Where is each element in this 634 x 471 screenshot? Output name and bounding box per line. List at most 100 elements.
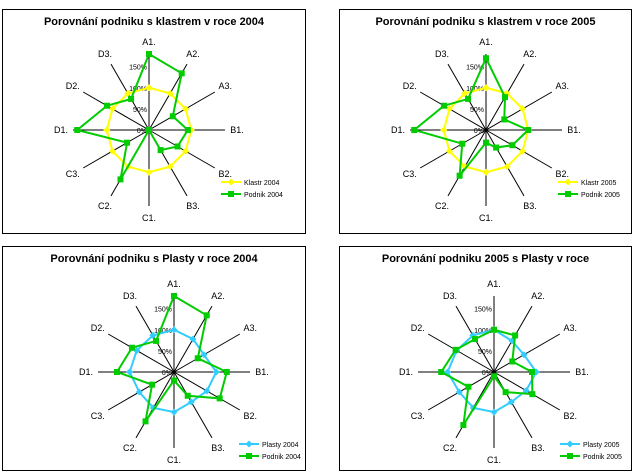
legend-marker [228, 191, 234, 197]
data-point [482, 168, 490, 176]
data-point [483, 139, 489, 146]
data-point [114, 369, 120, 375]
axis-label: D2. [91, 323, 105, 333]
chart-title: Porovnání podniku s klastrem v roce 2004 [44, 16, 265, 28]
legend-label: Podnik 2004 [244, 192, 283, 199]
data-point [149, 381, 156, 388]
data-point [460, 422, 467, 429]
data-point [170, 326, 178, 334]
axis-label: B1. [230, 125, 244, 135]
legend-label: Podnik 2005 [583, 454, 622, 461]
data-point [166, 163, 174, 171]
axis-spoke [427, 333, 495, 373]
tick-label: 150% [129, 65, 147, 72]
data-point [438, 369, 445, 375]
axis-label: C1. [167, 455, 181, 465]
axis-label: A3. [243, 323, 257, 333]
axis-label: B2. [218, 169, 232, 179]
tick-label: 100% [154, 328, 172, 335]
data-point [103, 102, 110, 109]
data-point [108, 105, 116, 113]
legend-marker [227, 178, 235, 186]
axis-label: A1. [479, 37, 493, 47]
legend-label: Plasty 2005 [583, 442, 620, 449]
axis-spoke [419, 129, 487, 169]
data-point [502, 94, 508, 101]
data-point [182, 105, 190, 113]
data-point [490, 408, 498, 416]
data-point [135, 388, 143, 396]
data-point [166, 89, 174, 97]
data-point [216, 395, 223, 402]
tick-label: 50% [470, 107, 484, 114]
axis-label: D3. [443, 291, 457, 301]
data-point [103, 126, 111, 134]
tick-label: 0% [162, 370, 172, 377]
axis-spoke [485, 91, 553, 131]
radar-chart-plasty-2004: Porovnání podniku s Plasty v roce 2004 A1… [2, 246, 306, 471]
tick-label: 100% [474, 328, 492, 335]
axis-label: B2. [555, 169, 569, 179]
legend-marker [567, 453, 573, 459]
axis-label: D1. [79, 367, 93, 377]
data-point [529, 391, 536, 398]
radar-chart-svg: Porovnání podniku s klastrem v roce 2005… [375, 16, 620, 223]
axis-label: D3. [98, 49, 112, 59]
data-point [501, 116, 508, 123]
radar-chart-svg: Porovnání podniku s Plasty v roce 2004 A1… [50, 253, 301, 465]
tick-label: 0% [137, 128, 147, 135]
data-point [519, 147, 527, 155]
axis-label: A1. [167, 279, 181, 289]
axis-label: B3. [186, 201, 200, 211]
data-point [445, 147, 453, 155]
tick-label: 150% [466, 65, 484, 72]
data-point [146, 51, 152, 57]
data-point [145, 84, 153, 92]
data-point [502, 389, 509, 396]
data-point [171, 377, 177, 384]
axis-spoke [447, 129, 487, 197]
data-point [482, 84, 490, 92]
data-point [503, 163, 511, 171]
axis-label: A3. [218, 81, 232, 91]
axis-label: D3. [435, 49, 449, 59]
data-point [124, 139, 131, 146]
data-point [483, 55, 489, 62]
axis-spoke [135, 371, 175, 439]
legend-marker [245, 440, 253, 448]
axis-label: D3. [123, 291, 137, 301]
radar-chart-klastr-2004: Porovnání podniku s klastrem v roce 2004… [2, 9, 306, 234]
axis-label: B3. [211, 443, 225, 453]
legend-label: Plasty 2004 [262, 442, 299, 449]
data-point [456, 172, 463, 179]
data-point [187, 398, 195, 406]
data-point [472, 336, 478, 343]
axis-spoke [493, 333, 561, 373]
data-point [491, 326, 497, 333]
axis-label: B3. [523, 201, 537, 211]
tick-label: 50% [133, 107, 147, 114]
data-point [459, 140, 466, 147]
data-point [491, 373, 497, 380]
radar-chart-plasty-2005: Porovnání podniku 2005 s Plasty v roce A1… [339, 246, 632, 471]
data-point [203, 387, 211, 395]
axis-spoke [148, 91, 216, 131]
tick-label: 150% [474, 307, 492, 314]
axis-label: B1. [255, 367, 269, 377]
axis-label: C2. [443, 443, 457, 453]
data-point [133, 346, 141, 354]
legend-marker [566, 440, 574, 448]
legend-label: Klastr 2004 [244, 180, 280, 187]
axis-label: C2. [435, 201, 449, 211]
data-point [509, 142, 516, 149]
data-point [108, 147, 116, 155]
axis-label: C3. [91, 411, 105, 421]
data-point [182, 147, 190, 155]
axis-spoke [82, 129, 150, 169]
data-point [493, 144, 500, 151]
axis-spoke [107, 333, 175, 373]
axis-spoke [82, 91, 150, 131]
data-point [203, 312, 210, 319]
axis-label: C1. [142, 213, 156, 223]
legend-label: Klastr 2005 [581, 180, 617, 187]
